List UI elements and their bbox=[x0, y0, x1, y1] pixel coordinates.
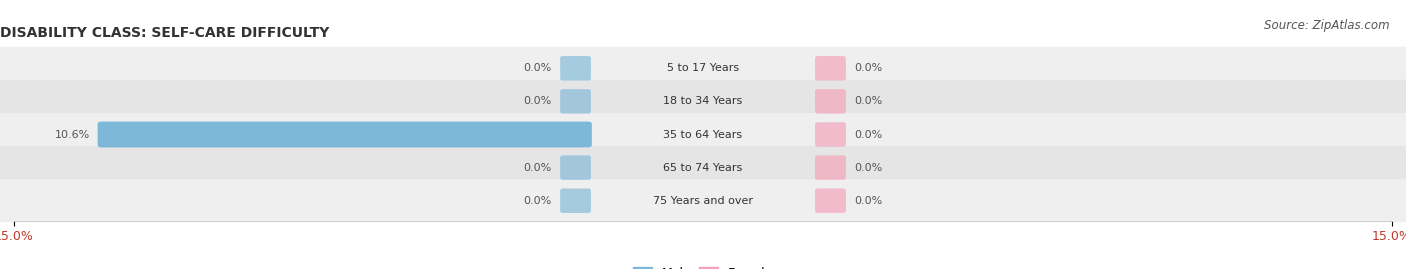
Text: 10.6%: 10.6% bbox=[55, 129, 90, 140]
FancyBboxPatch shape bbox=[560, 155, 591, 180]
FancyBboxPatch shape bbox=[815, 89, 846, 114]
FancyBboxPatch shape bbox=[815, 56, 846, 80]
Text: 18 to 34 Years: 18 to 34 Years bbox=[664, 96, 742, 107]
Text: DISABILITY CLASS: SELF-CARE DIFFICULTY: DISABILITY CLASS: SELF-CARE DIFFICULTY bbox=[0, 26, 329, 40]
FancyBboxPatch shape bbox=[815, 155, 846, 180]
Text: 0.0%: 0.0% bbox=[855, 63, 883, 73]
FancyBboxPatch shape bbox=[560, 89, 591, 114]
FancyBboxPatch shape bbox=[560, 56, 591, 80]
Text: 0.0%: 0.0% bbox=[523, 96, 551, 107]
FancyBboxPatch shape bbox=[0, 113, 1406, 156]
FancyBboxPatch shape bbox=[815, 122, 846, 147]
FancyBboxPatch shape bbox=[0, 80, 1406, 123]
Text: 0.0%: 0.0% bbox=[855, 196, 883, 206]
Text: 0.0%: 0.0% bbox=[855, 96, 883, 107]
FancyBboxPatch shape bbox=[0, 179, 1406, 222]
Text: 5 to 17 Years: 5 to 17 Years bbox=[666, 63, 740, 73]
FancyBboxPatch shape bbox=[0, 146, 1406, 189]
Text: 0.0%: 0.0% bbox=[523, 196, 551, 206]
Text: 65 to 74 Years: 65 to 74 Years bbox=[664, 162, 742, 173]
FancyBboxPatch shape bbox=[560, 189, 591, 213]
Text: 0.0%: 0.0% bbox=[855, 129, 883, 140]
Text: 0.0%: 0.0% bbox=[855, 162, 883, 173]
Text: 0.0%: 0.0% bbox=[523, 63, 551, 73]
Text: 35 to 64 Years: 35 to 64 Years bbox=[664, 129, 742, 140]
FancyBboxPatch shape bbox=[815, 189, 846, 213]
FancyBboxPatch shape bbox=[0, 47, 1406, 90]
Text: 0.0%: 0.0% bbox=[523, 162, 551, 173]
Legend: Male, Female: Male, Female bbox=[633, 267, 773, 269]
FancyBboxPatch shape bbox=[97, 122, 592, 147]
Text: Source: ZipAtlas.com: Source: ZipAtlas.com bbox=[1264, 19, 1389, 32]
Text: 75 Years and over: 75 Years and over bbox=[652, 196, 754, 206]
